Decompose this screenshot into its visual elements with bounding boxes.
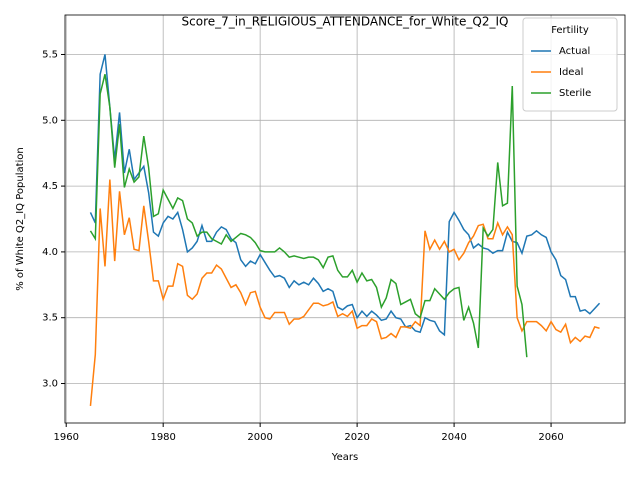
y-axis-label: % of White Q2_IQ Population bbox=[15, 147, 26, 291]
line-series bbox=[89, 74, 528, 358]
x-tick-label: 2020 bbox=[344, 432, 369, 443]
x-tick-label: 2000 bbox=[247, 432, 272, 443]
y-tick-label: 3.5 bbox=[42, 313, 58, 324]
y-tick-label: 4.0 bbox=[42, 247, 58, 258]
legend-title: Fertility bbox=[551, 25, 589, 36]
line-series bbox=[89, 179, 600, 406]
y-tick-label: 5.5 bbox=[42, 49, 58, 60]
x-axis-label: Years bbox=[331, 452, 358, 463]
x-tick-label: 1960 bbox=[53, 432, 78, 443]
legend: Fertility Actual Ideal Sterile bbox=[522, 17, 618, 112]
legend-label: Sterile bbox=[559, 88, 591, 99]
chart-title: Score_7_in_RELIGIOUS_ATTENDANCE_for_Whit… bbox=[182, 15, 509, 29]
x-tick-label: 2040 bbox=[441, 432, 466, 443]
legend-label: Ideal bbox=[559, 67, 583, 78]
legend-label: Actual bbox=[559, 46, 590, 57]
plot-frame bbox=[64, 14, 626, 424]
line-series bbox=[89, 54, 601, 337]
y-tick-label: 5.0 bbox=[42, 115, 58, 126]
x-tick-label: 2060 bbox=[538, 432, 563, 443]
y-tick-label: 3.0 bbox=[42, 379, 58, 390]
legend-box bbox=[522, 17, 618, 112]
y-tick-label: 4.5 bbox=[42, 181, 58, 192]
x-tick-label: 1980 bbox=[150, 432, 175, 443]
